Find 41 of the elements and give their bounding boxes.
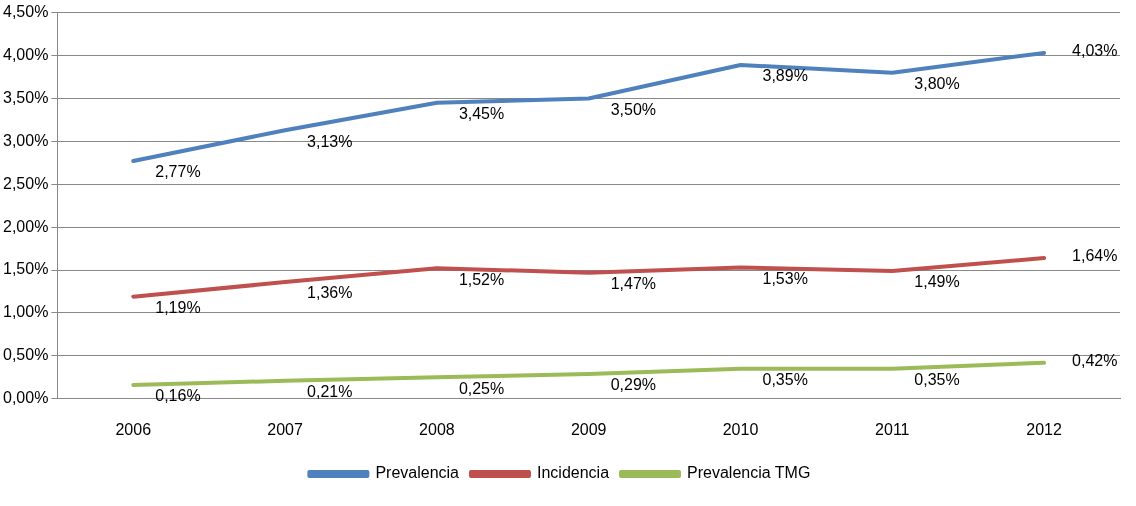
data-label: 1,64% — [1072, 247, 1118, 265]
data-label: 2,77% — [155, 163, 201, 181]
legend-label: Prevalencia TMG — [687, 464, 811, 482]
data-label: 1,53% — [762, 269, 808, 287]
y-tick-label: 1,50% — [2, 260, 49, 278]
data-label: 1,47% — [610, 275, 657, 293]
data-label: 4,03% — [1072, 42, 1118, 60]
data-label: 0,35% — [762, 371, 808, 389]
y-tick-label: 1,00% — [2, 303, 49, 321]
y-tick-label: 2,50% — [2, 174, 49, 192]
x-tick-label: 2011 — [875, 420, 910, 438]
data-label: 1,52% — [458, 270, 505, 288]
data-label: 1,36% — [307, 284, 353, 302]
data-label: 3,50% — [610, 100, 657, 118]
data-label: 0,16% — [155, 387, 201, 405]
y-tick-label: 2,00% — [2, 217, 49, 235]
data-label: 3,45% — [458, 105, 505, 123]
data-label: 0,35% — [914, 371, 960, 389]
data-label: 3,80% — [914, 75, 960, 93]
data-label: 0,21% — [307, 383, 353, 401]
data-label: 1,19% — [155, 299, 201, 317]
data-label: 0,29% — [610, 376, 657, 394]
y-tick-label: 3,00% — [2, 131, 49, 149]
legend-label: Incidencia — [536, 464, 610, 482]
data-label: 0,25% — [458, 379, 505, 397]
data-label: 0,42% — [1072, 352, 1118, 370]
x-tick-label: 2008 — [419, 420, 455, 438]
y-tick-label: 4,00% — [2, 45, 49, 63]
y-tick-label: 4,50% — [2, 3, 49, 21]
y-tick-label: 3,50% — [2, 88, 49, 106]
data-label: 3,13% — [307, 132, 353, 150]
x-tick-label: 2009 — [570, 420, 607, 438]
x-tick-label: 2006 — [115, 420, 152, 438]
y-tick-label: 0,50% — [2, 346, 49, 364]
legend-label: Prevalencia — [375, 464, 460, 482]
data-label: 3,89% — [762, 67, 808, 85]
x-tick-label: 2010 — [722, 420, 759, 438]
x-tick-label: 2007 — [267, 420, 303, 438]
x-tick-label: 2012 — [1026, 420, 1062, 438]
y-tick-label: 0,00% — [2, 389, 49, 407]
data-label: 1,49% — [914, 273, 960, 291]
